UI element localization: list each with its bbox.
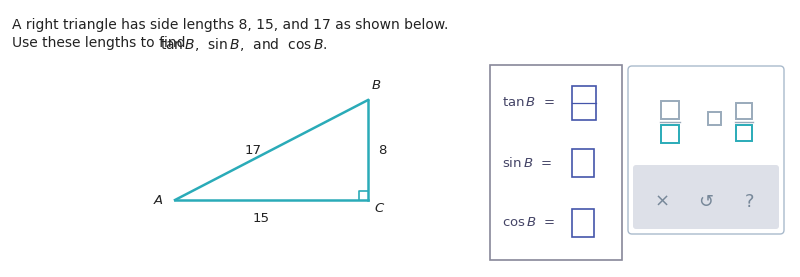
Text: A right triangle has side lengths 8, 15, and 17 as shown below.: A right triangle has side lengths 8, 15,… [12, 18, 448, 32]
Bar [661, 101, 679, 119]
FancyBboxPatch shape [633, 165, 779, 229]
Text: ?: ? [746, 193, 754, 211]
Bar [708, 112, 721, 125]
Bar [572, 86, 596, 120]
Bar [736, 103, 752, 119]
Text: ×: × [654, 193, 670, 211]
Text: 8: 8 [378, 143, 386, 157]
Text: B: B [372, 79, 381, 92]
Text: $\tan B$  =: $\tan B$ = [502, 96, 555, 109]
Text: $\sin B$  =: $\sin B$ = [502, 156, 552, 170]
FancyBboxPatch shape [628, 66, 784, 234]
Text: Use these lengths to find: Use these lengths to find [12, 36, 190, 50]
Text: C: C [374, 202, 383, 215]
Bar [572, 209, 594, 237]
Bar [490, 65, 622, 260]
Text: A: A [154, 194, 163, 206]
Text: ↺: ↺ [698, 193, 714, 211]
Text: 17: 17 [245, 143, 262, 157]
Text: $\cos B$  =: $\cos B$ = [502, 217, 555, 230]
Text: 15: 15 [253, 212, 270, 224]
Text: $\tan B$,  $\sin B$,  and  $\cos B$.: $\tan B$, $\sin B$, and $\cos B$. [160, 36, 327, 53]
Bar [572, 149, 594, 177]
Bar [736, 125, 752, 141]
Bar [661, 125, 679, 143]
